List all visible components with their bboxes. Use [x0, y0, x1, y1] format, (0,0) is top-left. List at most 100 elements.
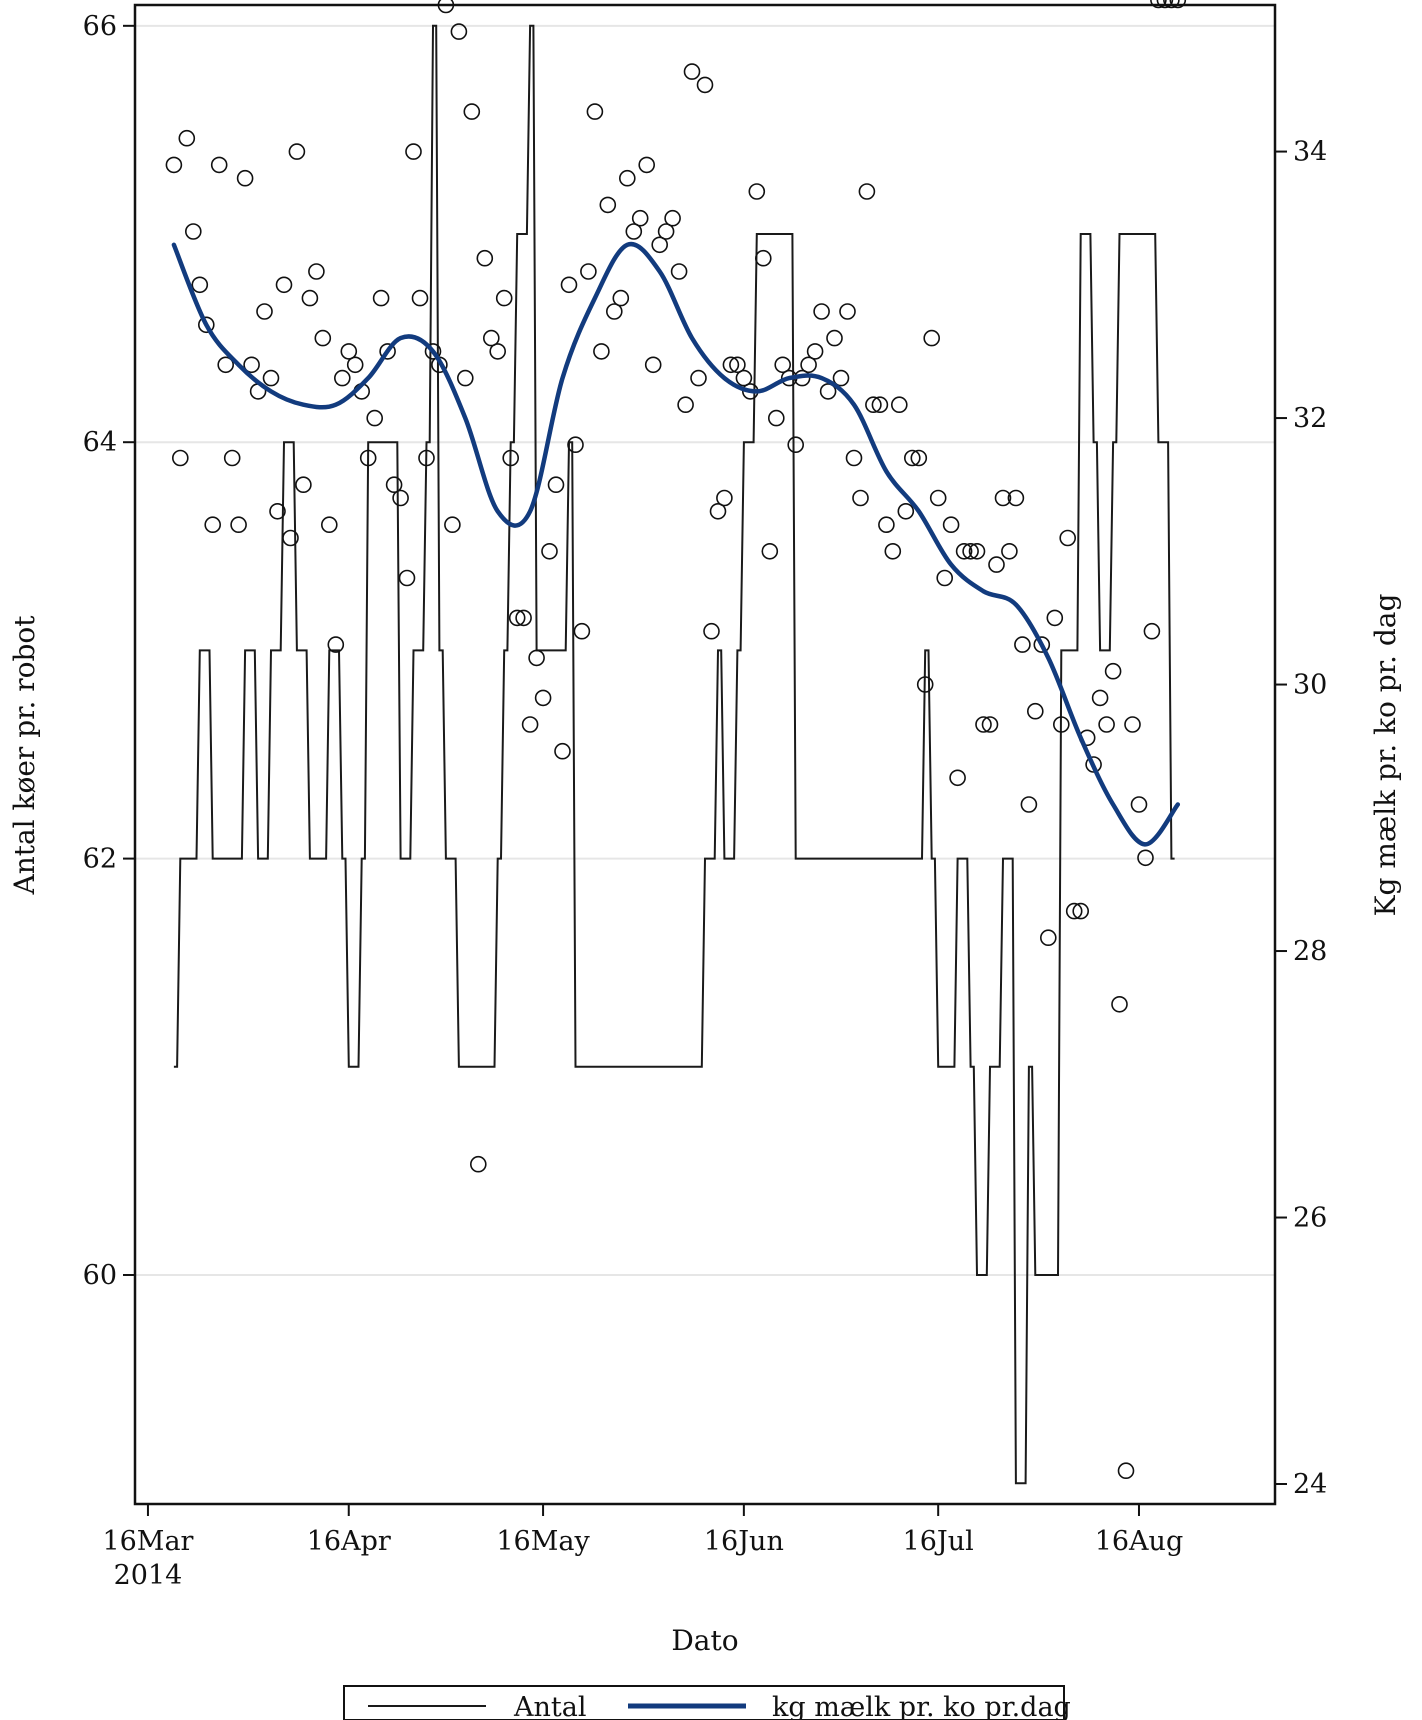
plot-frame: [133, 3, 1277, 1506]
left-y-axis: 60 62 64 66: [83, 11, 135, 1291]
milk-scatter-point: [1065, 902, 1083, 920]
milk-scatter-point: [385, 476, 403, 494]
milk-scatter-point: [1033, 636, 1051, 653]
x-tick-label: 16Aug: [1095, 1526, 1184, 1557]
milk-scatter-point: [528, 649, 545, 667]
milk-scatter-point: [1085, 756, 1102, 773]
milk-scatter-point: [599, 196, 617, 214]
milk-scatter-point: [256, 303, 273, 320]
milk-scatter-point: [1020, 796, 1038, 813]
milk-scatter-point: [618, 169, 636, 187]
milk-scatter-point: [897, 502, 915, 520]
milk-scatter-point: [372, 289, 390, 307]
milk-scatter-point: [301, 289, 319, 307]
x-tick-label: 16Jun: [704, 1526, 784, 1557]
left-y-tick-label: 62: [83, 844, 117, 875]
milk-scatter-point: [379, 343, 396, 360]
milk-scatter-point: [683, 63, 701, 80]
milk-scatter-point: [554, 742, 571, 760]
milk-scatter-point: [942, 516, 960, 534]
milk-scatter-point: [418, 449, 435, 467]
milk-scatter-point: [178, 129, 196, 147]
milk-scatter-point: [456, 369, 474, 387]
milk-scatter-point: [962, 542, 979, 560]
x-tick-label: 16Apr: [307, 1526, 391, 1557]
milk-scatter-point: [936, 569, 954, 587]
milk-scatter-point: [1111, 995, 1128, 1013]
milk-scatter-point: [204, 516, 221, 534]
milk-scatter-point: [813, 303, 830, 320]
antal-line: [173, 24, 1175, 1485]
right-y-tick-label: 24: [1293, 1469, 1327, 1500]
milk-scatter-point: [1027, 702, 1044, 720]
left-y-axis-title: Antal køer pr. robot: [8, 615, 41, 896]
milk-scatter-point: [230, 516, 247, 534]
milk-scatter-point: [1104, 662, 1122, 680]
milk-scatter-point: [955, 542, 973, 560]
milk-scatter-point: [1091, 689, 1109, 707]
milk-scatter-point: [521, 716, 539, 733]
milk-scatter-point: [560, 276, 578, 294]
milk-scatter-point: [450, 23, 468, 40]
milk-scatter-point: [748, 183, 766, 200]
milk-scatter-point: [463, 103, 481, 120]
milk-scatter-point: [865, 396, 882, 414]
milk-scatter-point: [567, 436, 584, 454]
milk-scatter-point: [411, 289, 429, 307]
milk-scatter-point: [1156, 0, 1174, 9]
milk-scatter-point: [1014, 636, 1031, 653]
milk-scatter-point: [994, 489, 1012, 507]
milk-scatter-point: [858, 183, 876, 200]
milk-scatter-point: [573, 622, 591, 640]
milk-scatter-point: [198, 316, 215, 334]
milk-scatter-point: [586, 103, 604, 120]
milk-scatter-point: [612, 289, 630, 307]
x-tick-label: 16Mar: [102, 1526, 193, 1557]
milk-scatter-point: [547, 476, 565, 494]
milk-scatter-point: [489, 343, 507, 360]
milk-scatter-point: [495, 289, 513, 307]
milk-scatter-point: [185, 223, 202, 240]
milk-scatter-point: [541, 542, 558, 560]
milk-smooth-line: [171, 241, 1181, 847]
milk-scatter-point: [703, 622, 720, 640]
milk-scatter-point: [282, 529, 299, 547]
milk-scatter-point: [716, 489, 733, 507]
milk-scatter-point: [223, 449, 241, 467]
milk-scatter-point: [774, 356, 792, 374]
milk-scatter-point: [515, 609, 532, 627]
milk-scatter-point: [534, 689, 552, 707]
milk-scatter-point: [1150, 0, 1167, 9]
milk-scatter-point: [482, 329, 500, 347]
legend-label-antal: Antal: [513, 1692, 586, 1720]
x-tick-year-label: 2014: [114, 1560, 183, 1591]
milk-scatter-point: [217, 356, 234, 374]
milk-scatter-point: [852, 489, 869, 507]
milk-scatter-point: [243, 356, 260, 374]
milk-scatter-point: [1053, 716, 1070, 733]
milk-scatter-point: [1117, 1462, 1135, 1479]
milk-scatter-point: [1072, 902, 1089, 920]
milk-scatter-point: [398, 569, 416, 587]
milk-scatter-point: [729, 356, 746, 374]
milk-scatter-point: [508, 609, 526, 627]
milk-scatter-point: [916, 676, 934, 693]
milk-scatter-point: [903, 449, 921, 467]
milk-scatter-point: [405, 143, 422, 160]
milk-scatter-point: [392, 489, 409, 507]
milk-scatter-point: [172, 449, 189, 467]
milk-scatter-point: [890, 396, 908, 414]
milk-scatter-point: [722, 356, 740, 374]
milk-scatter-point: [832, 369, 850, 387]
milk-scatter-point: [1046, 609, 1064, 627]
milk-scatter-point: [1169, 0, 1187, 9]
milk-scatter-point: [988, 556, 1005, 573]
milk-scatter-point: [949, 769, 966, 787]
x-tick-label: 16Jul: [903, 1526, 974, 1557]
milk-scatter-point: [210, 156, 228, 174]
milk-scatter-point: [923, 329, 941, 347]
milk-scatter-point: [1001, 542, 1018, 560]
milk-scatter-point: [314, 329, 332, 347]
milk-scatter-point: [346, 356, 364, 374]
milk-scatter-point: [690, 369, 707, 387]
